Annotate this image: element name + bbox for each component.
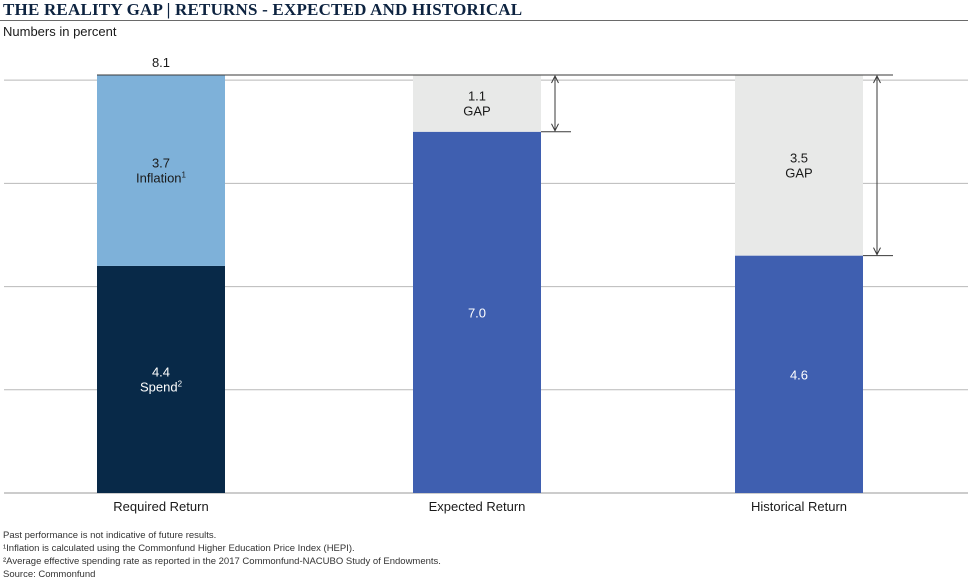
footnote-inflation: ¹Inflation is calculated using the Commo… [3, 543, 355, 554]
chart-subtitle: Numbers in percent [3, 24, 117, 39]
chart-title: THE REALITY GAP | RETURNS - EXPECTED AND… [3, 0, 523, 19]
segment-value-label: 4.4 [152, 364, 170, 379]
gap-arrowhead-down [873, 247, 881, 256]
segment-value-label: 4.6 [790, 367, 808, 382]
gap-arrowhead-down [551, 123, 559, 132]
footnote-source: Source: Commonfund [3, 569, 96, 580]
bar-required-return-inflation [97, 75, 225, 266]
bar-historical-return-gap [735, 75, 863, 256]
segment-sublabel: Inflation1 [136, 170, 187, 185]
bar-expected-return-return [413, 131, 541, 493]
footnote-disclaimer: Past performance is not indicative of fu… [3, 530, 217, 541]
bar-expected-return-gap [413, 75, 541, 132]
bar-historical-return-return [735, 255, 863, 493]
total-value-label: 8.1 [152, 55, 170, 70]
segment-value-label: 3.7 [152, 155, 170, 170]
footnote-spending: ²Average effective spending rate as repo… [3, 556, 441, 567]
segment-sublabel: Spend2 [140, 379, 183, 394]
segment-value-label: 1.1 [468, 88, 486, 103]
bar-required-return-spend [97, 265, 225, 493]
x-tick-label: Historical Return [751, 499, 847, 514]
segment-value-label: 3.5 [790, 150, 808, 165]
x-tick-label: Expected Return [429, 499, 526, 514]
segment-sublabel: GAP [785, 165, 812, 180]
gap-arrowhead-up [873, 74, 881, 84]
x-tick-label: Required Return [113, 499, 208, 514]
segment-sublabel: GAP [463, 103, 490, 118]
gap-arrowhead-up [551, 74, 559, 84]
title-divider [0, 20, 968, 21]
segment-value-label: 7.0 [468, 305, 486, 320]
